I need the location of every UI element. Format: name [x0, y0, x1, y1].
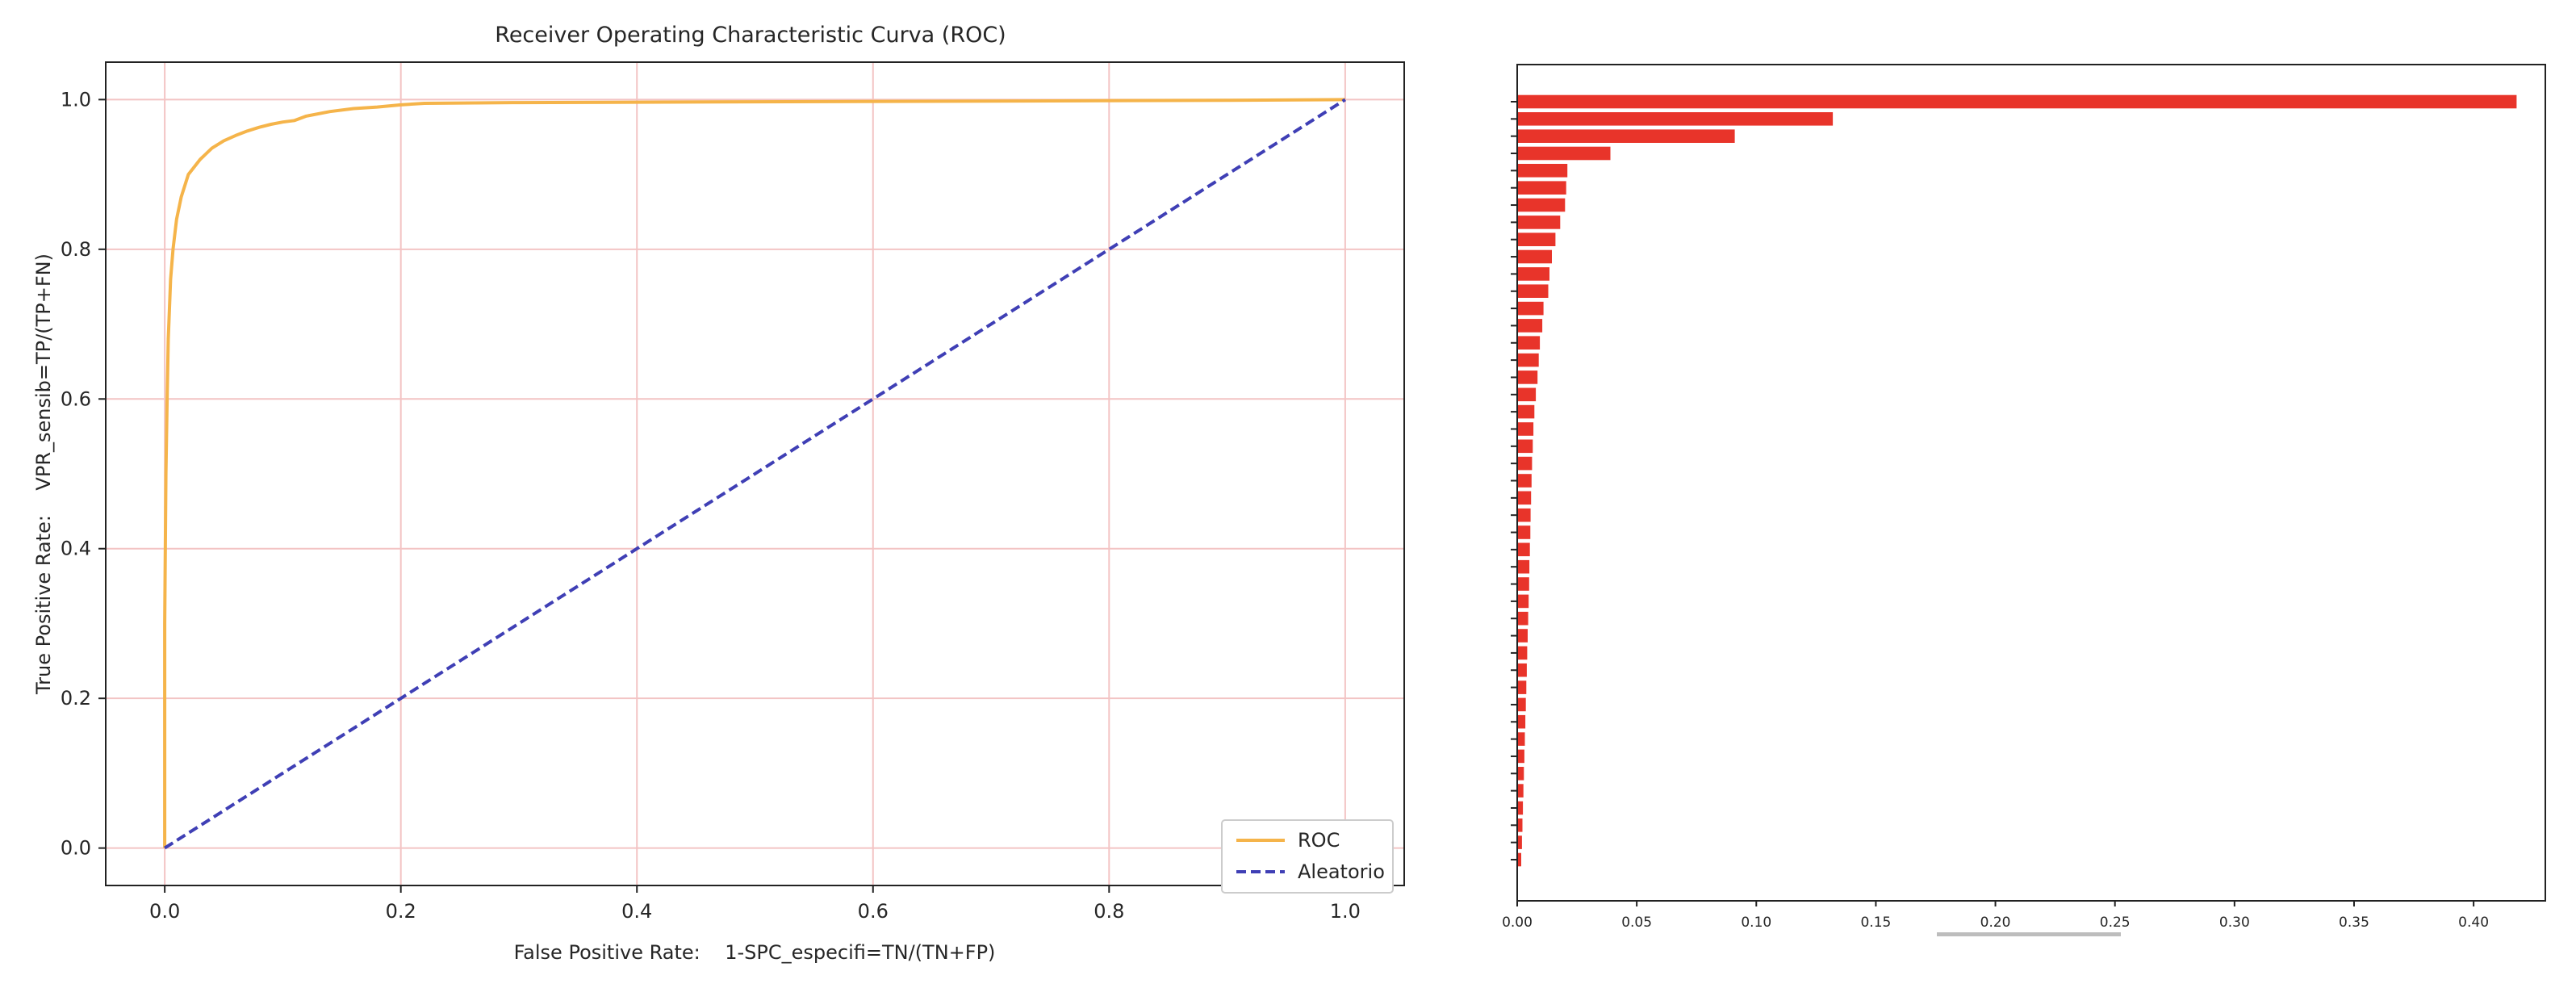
roc-x-tick-label: 0.8 [1094, 900, 1124, 923]
bar [1517, 835, 1522, 849]
roc-x-axis-label: False Positive Rate: 1-SPC_especifi=TN/(… [514, 941, 996, 964]
bar-x-tick-label: 0.20 [1980, 915, 2011, 931]
bar [1517, 404, 1535, 419]
bar [1517, 525, 1531, 539]
bar [1517, 818, 1523, 832]
bar [1517, 491, 1532, 505]
bar [1517, 559, 1530, 574]
bar-x-tick-label: 0.05 [1621, 915, 1652, 931]
bar-x-tick-label: 0.30 [2219, 915, 2250, 931]
roc-plot-frame [105, 61, 1405, 886]
bar [1517, 267, 1549, 281]
bar [1517, 749, 1524, 764]
roc-y-tick-label: 0.4 [61, 538, 91, 560]
bar [1517, 387, 1537, 402]
legend-roc-label: ROC [1298, 829, 1340, 852]
bar [1517, 216, 1561, 229]
bar [1517, 112, 1834, 126]
bar [1517, 353, 1539, 367]
bar [1517, 629, 1528, 643]
bar [1517, 94, 2517, 109]
bar [1517, 301, 1544, 316]
bar-x-tick-label: 0.35 [2339, 915, 2369, 931]
roc-ticks: 0.0 0.2 0.4 0.6 0.8 1.0 0.0 0.2 0.4 0.6 0.8 1.0 [61, 88, 1361, 923]
roc-chart: Receiver Operating Characteristic Curva … [32, 23, 1405, 964]
roc-grid [106, 62, 1404, 885]
legend-aleatorio-label: Aleatorio [1298, 860, 1385, 883]
bar [1517, 663, 1527, 677]
bar [1517, 801, 1524, 815]
bar [1517, 594, 1529, 609]
roc-x-tick-label: 0.4 [621, 900, 652, 923]
bar [1517, 232, 1556, 246]
bar-group [1517, 94, 2517, 867]
bar [1517, 697, 1526, 712]
roc-series-line-aleatorio [164, 98, 1346, 850]
bar [1517, 249, 1552, 264]
roc-x-tick-label: 1.0 [1330, 900, 1361, 923]
bar [1517, 336, 1541, 350]
bar [1517, 508, 1531, 522]
roc-x-tick-label: 0.6 [858, 900, 889, 923]
bar [1517, 611, 1528, 626]
bar-x-tick-label: 0.25 [2100, 915, 2131, 931]
bar [1517, 284, 1549, 298]
roc-y-tick-label: 0.6 [61, 387, 91, 410]
roc-y-tick-label: 0.2 [61, 687, 91, 710]
bar-x-tick-label: 0.00 [1502, 915, 1533, 931]
bar [1517, 439, 1533, 454]
bar [1517, 474, 1532, 488]
bar [1517, 852, 1521, 867]
roc-legend: ROC Aleatorio [1221, 819, 1394, 894]
bar-ticks: 0.00 0.05 0.10 0.15 0.20 0.25 0.30 0.35 0.40 [1502, 101, 2489, 931]
bar [1517, 370, 1538, 384]
roc-x-tick-label: 0.0 [149, 900, 180, 923]
bar [1517, 164, 1568, 178]
bar-x-tick-label: 0.10 [1741, 915, 1771, 931]
roc-y-tick-label: 0.0 [61, 837, 91, 860]
roc-series-group [163, 98, 1346, 850]
roc-x-tick-label: 0.2 [386, 900, 416, 923]
roc-title: Receiver Operating Characteristic Curva … [495, 23, 1006, 48]
bar [1517, 577, 1529, 591]
roc-y-tick-label: 1.0 [61, 88, 91, 111]
bar [1517, 732, 1525, 746]
bar [1517, 646, 1528, 660]
roc-y-axis-label: True Positive Rate: VPR_sensib=TP/(TP+FN… [32, 253, 55, 695]
bar [1517, 767, 1524, 781]
bar-x-tick-label: 0.40 [2458, 915, 2489, 931]
bar [1517, 542, 1530, 557]
bar [1517, 680, 1527, 694]
bar-x-tick-label: 0.15 [1860, 915, 1891, 931]
roc-series-line-roc [163, 98, 1345, 848]
bar-plot-frame [1516, 64, 2546, 902]
bar [1517, 714, 1526, 729]
bar [1517, 181, 1566, 195]
legend-frame [1221, 819, 1394, 894]
bar [1517, 198, 1566, 212]
bar [1517, 422, 1534, 436]
bar [1517, 456, 1533, 471]
bar [1517, 146, 1611, 161]
bar [1517, 784, 1524, 798]
bar [1517, 129, 1735, 143]
bar-x-axis-label-cropped [1937, 932, 2121, 936]
bar [1517, 319, 1543, 333]
roc-y-tick-label: 0.8 [61, 238, 91, 261]
